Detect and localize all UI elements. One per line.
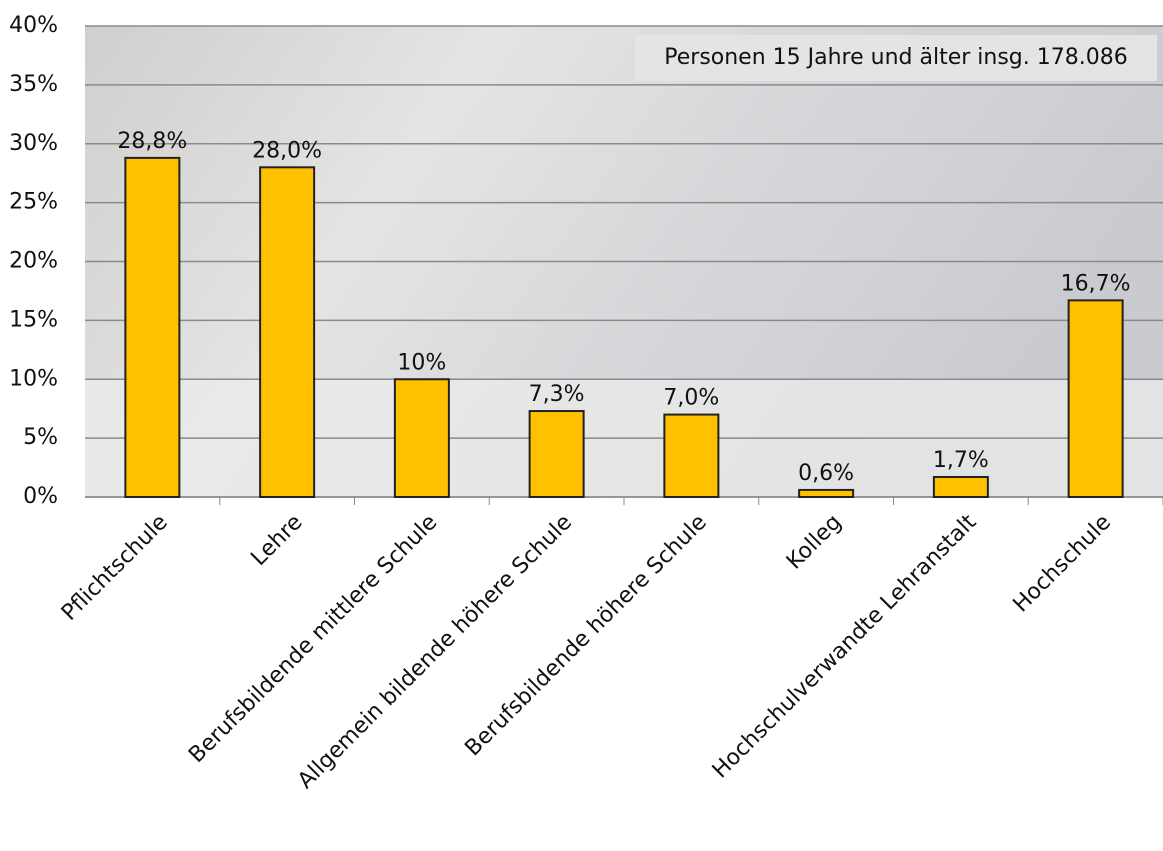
bar (663, 413, 720, 499)
y-tick-label: 25% (9, 190, 58, 215)
x-tick-label: Kolleg (782, 510, 847, 575)
annotation-box (635, 35, 1157, 81)
value-label: 10% (397, 350, 446, 375)
value-label: 16,7% (1061, 271, 1131, 296)
y-tick-label: 40% (9, 13, 58, 38)
y-tick-label: 30% (9, 131, 58, 156)
y-tick-label: 10% (9, 366, 58, 391)
y-tick-label: 0% (23, 484, 58, 509)
bar (1067, 299, 1124, 499)
bar (124, 156, 181, 498)
x-tick-label: Hochschulverwandte Lehranstalt (708, 510, 982, 784)
bar (528, 410, 585, 499)
x-tick-label: Hochschule (1009, 510, 1117, 618)
annotation: Personen 15 Jahre und älter insg. 178.08… (664, 45, 1127, 70)
x-tick-label: Berufsbildende mittlere Schule (184, 510, 442, 768)
y-tick-label: 20% (9, 249, 58, 274)
bar (932, 475, 989, 499)
y-tick-label: 15% (9, 307, 58, 332)
value-label: 7,0% (663, 386, 719, 411)
y-tick-label: 35% (9, 72, 58, 97)
value-label: 7,3% (529, 382, 585, 407)
value-label: 28,0% (252, 138, 322, 163)
value-label: 1,7% (933, 448, 989, 473)
bar (798, 488, 855, 498)
value-label: 28,8% (117, 129, 187, 154)
x-tick-label: Pflichtschule (57, 510, 173, 626)
x-tick-label: Allgemein bildende höhere Schule (293, 510, 577, 794)
bar (259, 166, 316, 499)
y-tick-label: 5% (23, 425, 58, 450)
x-tick-label: Lehre (246, 510, 307, 571)
bar (393, 378, 450, 498)
x-tick-label: Berufsbildende höhere Schule (460, 510, 711, 761)
value-label: 0,6% (798, 461, 854, 486)
